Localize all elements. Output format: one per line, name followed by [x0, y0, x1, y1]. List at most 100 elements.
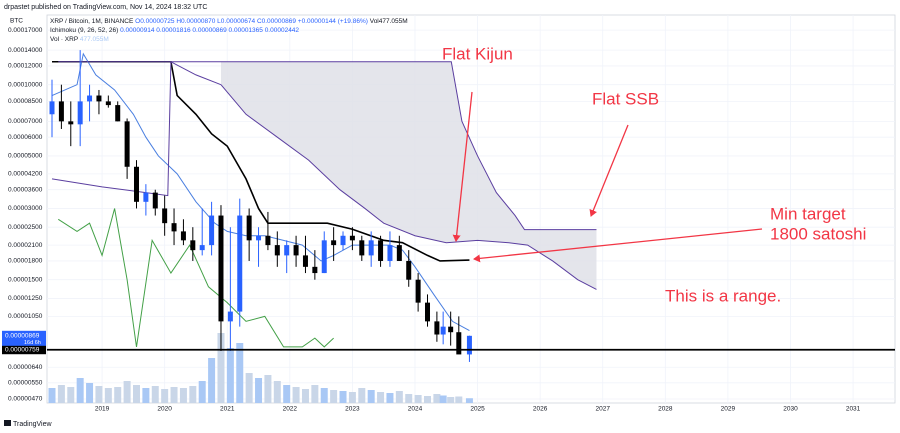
y-tick-label: 0.00012000	[8, 63, 43, 70]
y-tick-label: 0.00008500	[8, 98, 43, 105]
level-label-box	[2, 345, 46, 355]
price-label-box	[2, 330, 46, 346]
candle-body	[58, 101, 64, 122]
indicator-name: Ichimoku (9, 26, 52, 26)	[50, 27, 118, 34]
x-tick-label: 2021	[220, 406, 235, 413]
volume-bar	[465, 398, 473, 403]
y-tick-label: 0.00005000	[8, 153, 43, 160]
annotation: This is a range.	[665, 286, 781, 305]
indicator-values: 0.00000914 0.00001816 0.00000869 0.00001…	[120, 27, 299, 34]
candle-body	[312, 266, 318, 274]
candle-body	[387, 245, 393, 261]
volume-legend: Vol · XRP 477.055M	[50, 36, 109, 43]
volume-bar	[377, 392, 385, 403]
annotation-arrows	[452, 91, 763, 263]
x-tick-label: 2028	[658, 406, 673, 413]
volume-bar	[236, 343, 244, 403]
price-label: 0.00000869	[5, 333, 40, 340]
y-tick-label: 0.00017000	[8, 27, 43, 34]
volume-bar	[255, 378, 263, 403]
symbol-legend: XRP / Bitcoin, 1M, BINANCE O0.00000725 H…	[50, 18, 408, 25]
candle-body	[105, 101, 111, 106]
volume-bar	[95, 386, 103, 403]
candle-body	[237, 215, 243, 312]
candle-body	[293, 245, 299, 256]
candle-body	[218, 215, 224, 322]
annotation: 1800 satoshi	[770, 224, 866, 243]
volume-bar	[198, 381, 206, 403]
footer: TradingView	[4, 420, 52, 428]
candle-body	[143, 192, 149, 202]
candle-body	[331, 240, 337, 246]
candle-body	[246, 215, 252, 241]
volume-bar	[339, 391, 347, 403]
arrow	[452, 91, 473, 242]
arrow	[473, 228, 763, 263]
volume-layer	[48, 333, 473, 403]
y-tick-label: 0.00001800	[8, 258, 43, 265]
x-tick-label: 2020	[157, 406, 172, 413]
y-tick-label: 0.00003000	[8, 205, 43, 212]
volume-bar	[226, 348, 234, 403]
candle-body	[284, 245, 290, 256]
volume-bar	[264, 375, 272, 403]
y-tick-label: 0.00000550	[8, 380, 43, 387]
candle-body	[115, 105, 121, 122]
volume-bar	[57, 385, 65, 403]
y-tick-label: 0.00006000	[8, 134, 43, 141]
candle-body	[124, 121, 130, 167]
candle-body	[359, 240, 365, 256]
annotation: Flat Kijun	[442, 44, 513, 63]
candle-body	[302, 255, 308, 267]
volume-bar	[179, 388, 187, 403]
volume-bar	[104, 388, 112, 403]
volume-bar	[48, 388, 56, 403]
annotation: Min target	[770, 204, 846, 223]
volume-bar	[320, 388, 328, 403]
volume-bar	[447, 397, 455, 403]
volume-bar	[424, 396, 432, 403]
x-tick-label: 2022	[283, 406, 298, 413]
x-tick-label: 2027	[596, 406, 611, 413]
x-tick-label: 2031	[846, 406, 861, 413]
volume-bar	[455, 396, 463, 403]
volume-indicator: Vol · XRP	[50, 36, 78, 43]
candle-body	[425, 302, 431, 322]
volume-bar	[395, 391, 403, 403]
candle-body	[406, 260, 412, 280]
footer-text: TradingView	[13, 421, 52, 428]
annotation: Flat SSB	[592, 89, 659, 108]
volume-bar	[433, 394, 441, 403]
volume-indicator-value: 477.055M	[80, 36, 109, 43]
candle-body	[152, 192, 158, 209]
symbol: XRP / Bitcoin, 1M, BINANCE	[50, 18, 134, 25]
x-tick-label: 2026	[533, 406, 548, 413]
y-tick-label: 0.00014000	[8, 47, 43, 54]
candle-body	[434, 321, 440, 335]
candle-body	[96, 95, 102, 102]
volume-bar	[67, 387, 75, 403]
x-tick-label: 2023	[345, 406, 360, 413]
candle-body	[190, 240, 196, 251]
volume-bar	[348, 392, 356, 403]
candle-body	[265, 235, 271, 246]
y-tick-label: 0.00002100	[8, 242, 43, 249]
x-tick-label: 2025	[470, 406, 485, 413]
volume-bar	[114, 387, 122, 403]
volume-bar	[208, 358, 216, 403]
volume-bar	[86, 383, 94, 403]
ohlc: O0.00000725 H0.00000870 L0.00000674 C0.0…	[135, 18, 368, 25]
legend: XRP / Bitcoin, 1M, BINANCE O0.00000725 H…	[50, 18, 408, 43]
y-tick-label: 0.00001500	[8, 276, 43, 283]
ichimoku-cloud	[220, 61, 597, 290]
volume-bar	[405, 394, 413, 403]
x-tick-label: 2029	[721, 406, 736, 413]
volume-bar	[189, 386, 197, 403]
y-tick-label: 0.00003600	[8, 186, 43, 193]
candle-body	[133, 166, 139, 202]
candle-body	[396, 245, 402, 261]
volume-bar	[142, 388, 150, 403]
candle-body	[340, 235, 346, 246]
volume-bar	[414, 395, 422, 403]
x-tick-label: 2030	[783, 406, 798, 413]
